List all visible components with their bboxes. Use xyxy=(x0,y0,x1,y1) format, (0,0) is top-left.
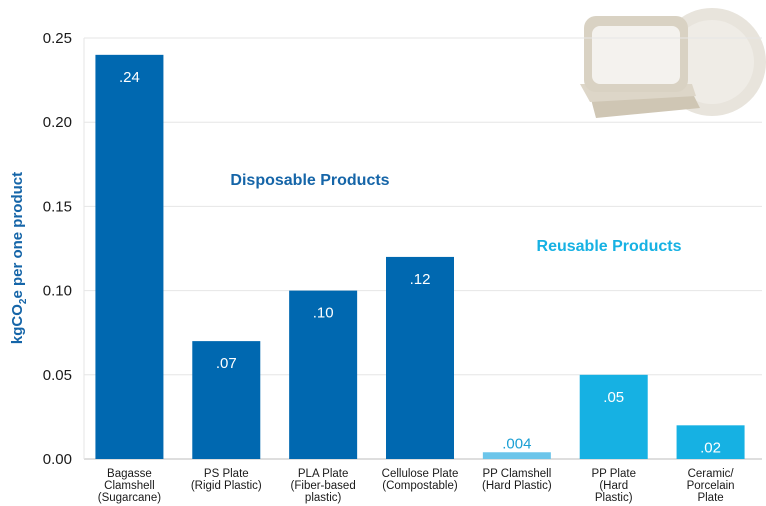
x-tick-label-line: Plate xyxy=(697,492,723,504)
y-tick-label: 0.00 xyxy=(43,451,72,468)
y-axis-label: kgCO2e per one product xyxy=(9,172,29,344)
group-label-disposable: Disposable Products xyxy=(230,172,389,189)
x-tick-label: Bagasse Clamshell (Sugarcane) xyxy=(98,468,161,504)
x-tick-label: Cellulose Plate (Compostable) xyxy=(382,468,459,492)
x-tick-label-line: (Rigid Plastic) xyxy=(191,480,262,492)
y-tick-label: 0.15 xyxy=(43,198,72,215)
data-label: .12 xyxy=(410,271,431,288)
y-tick-label: 0.20 xyxy=(43,114,72,131)
y-tick-label: 0.10 xyxy=(43,283,72,300)
data-label: .24 xyxy=(119,69,140,86)
value-labels: .24 .07 .10 .12 .004 .05 .02 xyxy=(119,69,721,456)
bar xyxy=(289,290,358,459)
x-tick-label-line: PP Clamshell xyxy=(482,468,551,480)
x-tick-label: PLA Plate (Fiber-based plastic) xyxy=(291,468,356,504)
x-tick-label-line: Cellulose Plate xyxy=(382,468,459,480)
y-axis-label-subscript: 2 xyxy=(18,298,29,304)
x-tick-label-line: (Compostable) xyxy=(382,480,458,492)
bar xyxy=(386,256,454,459)
x-tick-label-line: Porcelain xyxy=(687,480,735,492)
x-tick-label-line: (Hard xyxy=(599,480,628,492)
y-tick-label: 0.25 xyxy=(43,30,72,47)
bars xyxy=(95,54,745,460)
food-container-plate-illustration xyxy=(580,8,766,118)
x-tick-label-line: Clamshell xyxy=(104,480,155,492)
bar xyxy=(482,452,551,459)
x-tick-label: PP Clamshell (Hard Plastic) xyxy=(482,468,552,492)
bar xyxy=(579,374,648,459)
x-tick-label-line: (Sugarcane) xyxy=(98,492,161,504)
x-tick-label-line: PS Plate xyxy=(204,468,249,480)
x-tick-label-line: Plastic) xyxy=(595,492,633,504)
bar xyxy=(95,54,164,460)
y-axis-label-main: kgCO xyxy=(9,304,26,344)
x-tick-label-line: (Hard Plastic) xyxy=(482,480,552,492)
x-tick-label-line: plastic) xyxy=(305,492,342,504)
y-axis-label-tail: e per one product xyxy=(9,172,26,299)
data-label: .10 xyxy=(313,305,334,322)
bar xyxy=(676,425,745,459)
x-tick-label-line: Ceramic/ xyxy=(688,468,735,480)
x-tick-label: PS Plate (Rigid Plastic) xyxy=(191,468,262,492)
x-tick-label-line: (Fiber-based xyxy=(291,480,356,492)
x-tick-label-line: PP Plate xyxy=(591,468,636,480)
x-tick-label: PP Plate (Hard Plastic) xyxy=(591,468,636,504)
x-axis-category-labels: Bagasse Clamshell (Sugarcane) PS Plate (Rigi… xyxy=(98,468,735,504)
y-tick-label: 0.05 xyxy=(43,367,72,384)
x-tick-label-line: Bagasse xyxy=(107,468,152,480)
x-tick-label-line: PLA Plate xyxy=(298,468,349,480)
group-label-reusable: Reusable Products xyxy=(537,238,682,255)
data-label: .004 xyxy=(502,435,531,452)
bar xyxy=(192,341,261,459)
y-axis-ticks: 0.00 0.05 0.10 0.15 0.20 0.25 xyxy=(43,30,72,468)
data-label: .02 xyxy=(700,439,721,456)
data-label: .07 xyxy=(216,355,237,372)
x-tick-label: Ceramic/Porcelain Plate xyxy=(687,468,735,504)
data-label: .05 xyxy=(603,389,624,406)
